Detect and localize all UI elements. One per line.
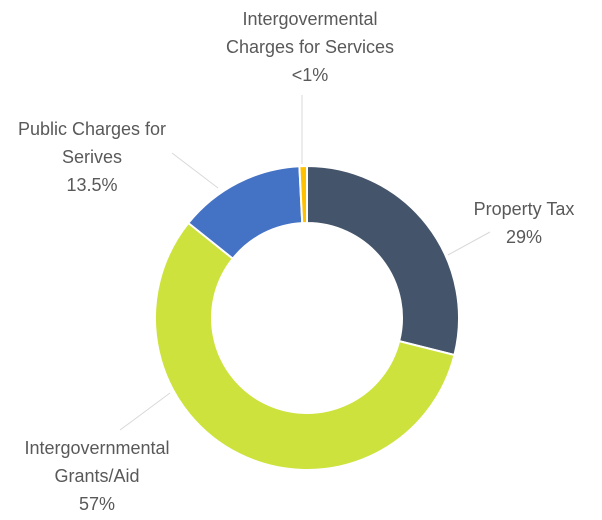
data-label: Intergovermental Charges for Services <1… — [210, 5, 410, 89]
category-label: Public Charges for Serives — [17, 119, 167, 167]
value-label: 29% — [505, 227, 543, 247]
category-label: Intergovermental Charges for Services — [225, 9, 395, 57]
leader-line — [119, 392, 171, 431]
donut-slice — [298, 164, 308, 225]
slices — [154, 164, 460, 471]
data-label: Public Charges for Serives 13.5% — [17, 115, 167, 199]
data-label: Property Tax 29% — [459, 195, 589, 251]
donut-slice — [154, 221, 456, 471]
data-label: Intergovernmental Grants/Aid 57% — [7, 434, 187, 518]
leader-line — [447, 231, 491, 256]
leader-line — [171, 152, 219, 189]
value-label: 57% — [78, 494, 116, 514]
category-label: Intergovernmental Grants/Aid — [24, 438, 170, 486]
category-label: Property Tax — [473, 199, 575, 219]
value-label: 13.5% — [66, 175, 118, 195]
value-label: <1% — [291, 65, 329, 85]
donut-slice — [306, 164, 460, 357]
